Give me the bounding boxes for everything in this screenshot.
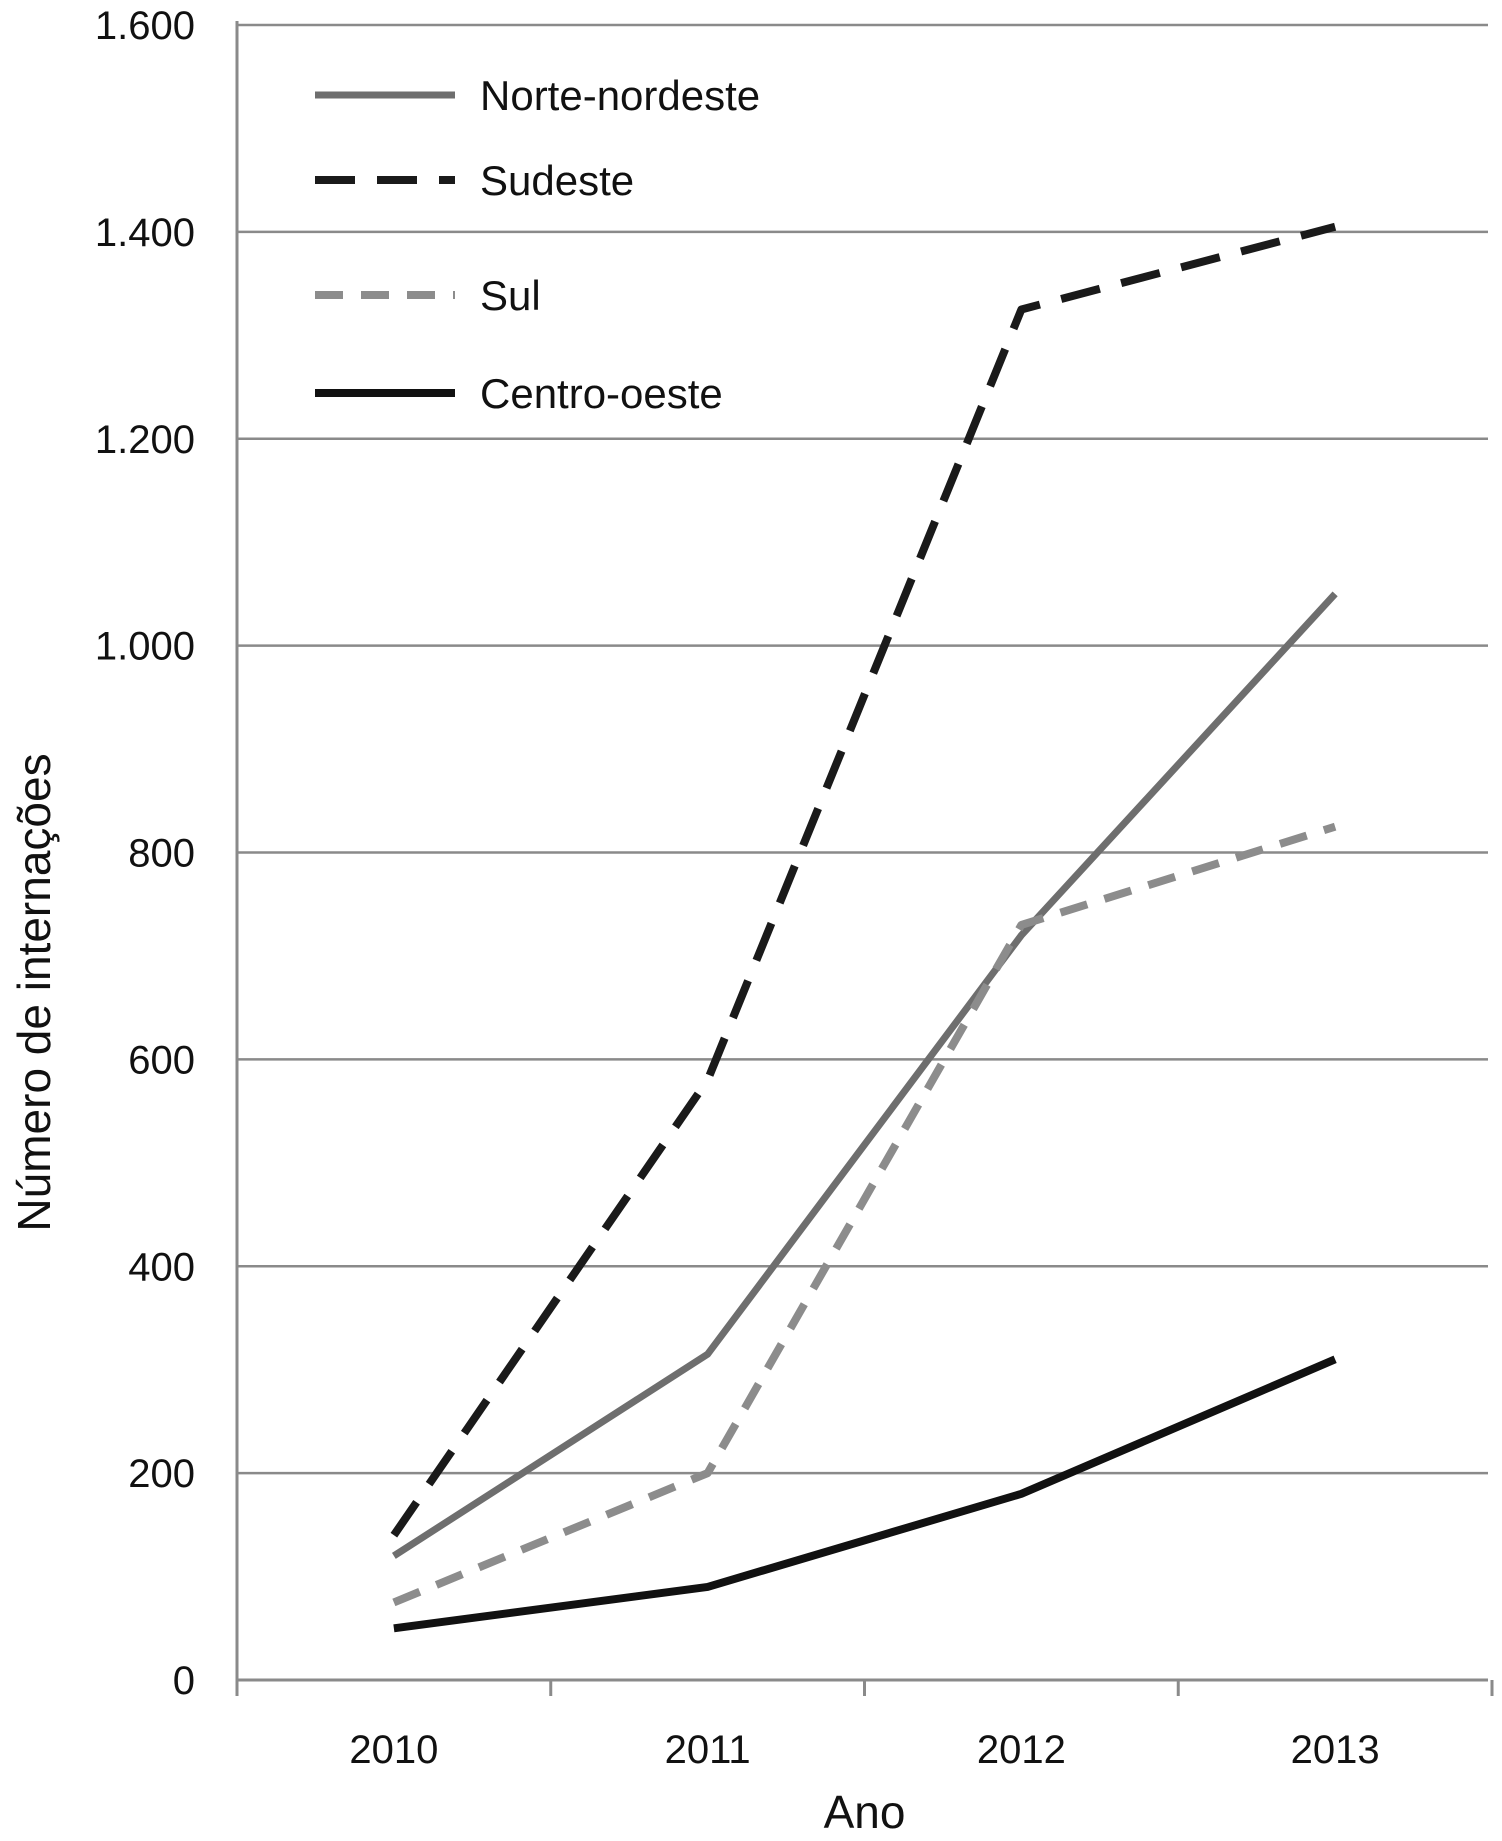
series-line-3 (393, 1355, 1337, 1633)
series-lines (390, 222, 1338, 1633)
x-tick-label: 2013 (1291, 1728, 1380, 1772)
y-tick-label: 1.200 (95, 418, 195, 462)
legend-label: Centro-oeste (480, 370, 723, 417)
y-tick-label: 1.000 (95, 625, 195, 669)
series-line-0 (391, 591, 1338, 1559)
legend-label: Sul (480, 272, 541, 319)
y-tick-label: 400 (128, 1245, 195, 1289)
x-axis-title: Ano (824, 1786, 906, 1838)
y-axis-title: Número de internações (8, 753, 60, 1231)
gridlines (237, 23, 1488, 1475)
series-line-2 (392, 822, 1337, 1607)
y-tick-label: 1.400 (95, 211, 195, 255)
y-tick-label: 0 (173, 1659, 195, 1703)
y-tick-labels: 0 200 400 600 800 1.000 1.200 1.400 1.600 (95, 4, 195, 1703)
x-tick-label: 2010 (349, 1728, 438, 1772)
x-tick-labels: 2010 2011 2012 2013 (349, 1728, 1379, 1772)
y-tick-label: 1.600 (95, 4, 195, 48)
y-tick-label: 600 (128, 1038, 195, 1082)
legend: Norte-nordeste Sudeste Sul Centro-oeste (315, 72, 760, 417)
series-line-1 (390, 222, 1337, 1538)
legend-label: Sudeste (480, 157, 634, 204)
y-tick-label: 200 (128, 1452, 195, 1496)
x-tick-label: 2011 (665, 1728, 751, 1772)
x-tick-label: 2012 (977, 1728, 1066, 1772)
axes (235, 21, 1494, 1696)
legend-label: Norte-nordeste (480, 72, 760, 119)
y-tick-label: 800 (128, 832, 195, 876)
